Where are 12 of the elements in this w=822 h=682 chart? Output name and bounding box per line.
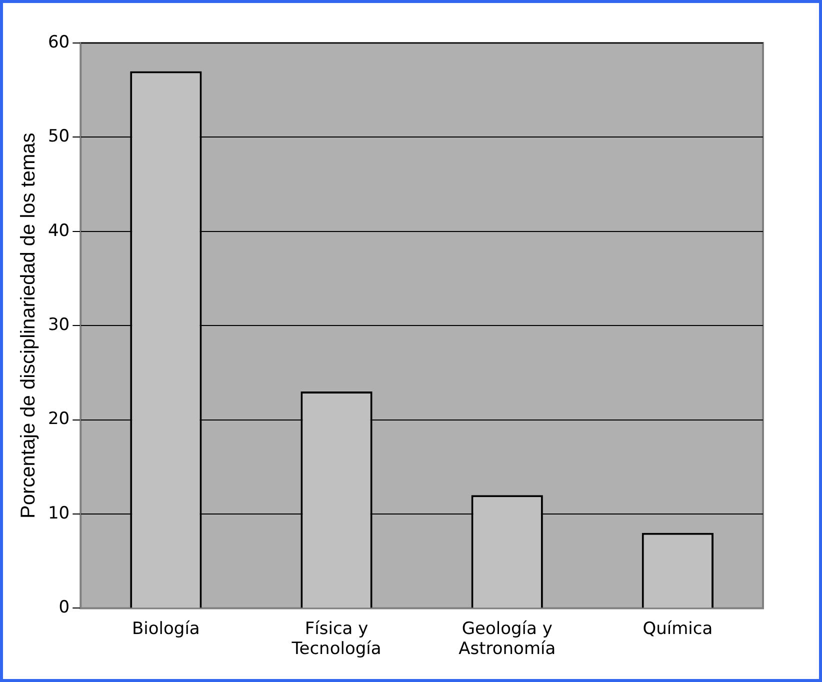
y-tick-label: 40 bbox=[48, 220, 70, 241]
x-tick-label: Física y Tecnología bbox=[290, 618, 382, 660]
y-tick-label: 10 bbox=[48, 503, 70, 524]
y-tick-label: 0 bbox=[58, 598, 70, 618]
y-tick-label: 50 bbox=[48, 126, 70, 147]
x-tick-label: Geología y Astronomía bbox=[458, 618, 556, 660]
y-tick-label: 20 bbox=[48, 409, 70, 430]
x-tick-label: Biología bbox=[132, 618, 200, 639]
y-axis-title: Porcentaje de disciplinariedad de los temas bbox=[18, 132, 40, 518]
y-tick-label: 30 bbox=[48, 315, 70, 336]
x-tick-label: Química bbox=[642, 618, 713, 639]
y-tick-label: 60 bbox=[48, 32, 70, 52]
